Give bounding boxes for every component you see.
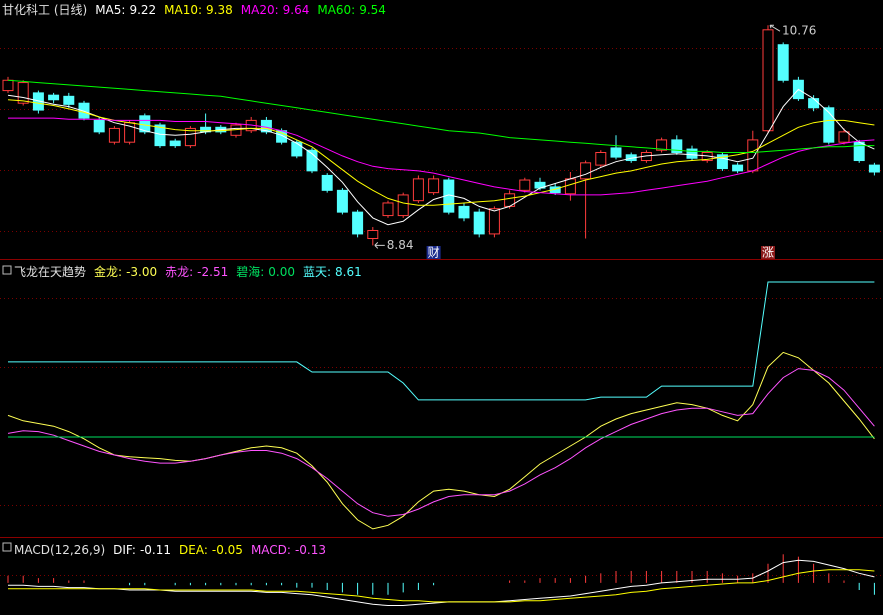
candle-body: [853, 141, 865, 162]
indicator-line: [8, 281, 875, 401]
panel-title: 甘化科工 (日线): [2, 3, 87, 17]
legend-name: 金龙:: [94, 264, 122, 279]
candle-body: [184, 127, 196, 147]
candle-body: [823, 107, 835, 143]
indicator-line: [7, 79, 875, 153]
candle-body: [762, 29, 774, 132]
candle-body: [63, 95, 75, 105]
candle-body: [564, 178, 576, 195]
candle-body: [352, 211, 364, 235]
indicator-line: [7, 99, 875, 206]
legend-name: MA5:: [95, 3, 125, 17]
indicator-line: [8, 117, 875, 196]
event-badge: [426, 246, 441, 259]
panel-icon: [2, 265, 12, 275]
annotation-arrow: [374, 242, 385, 249]
panel-icon: [2, 542, 12, 552]
candle-body: [580, 162, 592, 180]
legend-value: 9.54: [359, 3, 386, 17]
candle-body: [458, 205, 470, 219]
candle-body: [808, 98, 820, 109]
candle-body: [108, 127, 120, 143]
candle-body: [2, 79, 14, 92]
candle-body: [336, 189, 348, 213]
candle-body: [382, 202, 394, 217]
legend-value: 0.00: [268, 265, 295, 279]
legend-value: -0.13: [295, 543, 326, 557]
legend-name: 碧海:: [236, 264, 264, 279]
legend-value: -3.00: [126, 265, 157, 279]
legend-value: -0.11: [140, 543, 171, 557]
candle-body: [397, 194, 409, 217]
panel-header: 飞龙在天趋势 金龙: -3.00 赤龙: -2.51 碧海: 0.00 蓝天: 8.61: [14, 264, 362, 279]
candle-body: [747, 139, 759, 172]
candle-body: [838, 131, 850, 143]
legend-value: 9.22: [129, 3, 156, 17]
legend-name: 赤龙:: [165, 265, 193, 279]
candle-body: [716, 154, 728, 170]
panel-header: MACD(12,26,9) DIF: -0.11 DEA: -0.05 MACD: -0.1…: [14, 543, 326, 557]
candle-body: [154, 124, 166, 147]
legend-name: MA10:: [164, 3, 202, 17]
legend-name: DIF:: [113, 543, 136, 557]
candle-body: [473, 211, 485, 235]
annotation-arrow: [769, 24, 781, 32]
event-badge: [761, 246, 775, 259]
candle-body: [321, 174, 333, 191]
candle-body: [868, 164, 880, 173]
candle-body: [428, 178, 440, 194]
candle-body: [32, 92, 44, 111]
legend-name: 蓝天:: [303, 265, 331, 279]
legend-name: DEA:: [179, 543, 208, 557]
legend-name: MA20:: [241, 3, 279, 17]
indicator-line: [7, 88, 875, 226]
legend-value: 9.64: [283, 3, 310, 17]
indicator-line: [8, 569, 875, 603]
candle-body: [488, 208, 500, 235]
legend-name: MACD:: [251, 543, 291, 557]
legend-value: 8.61: [335, 265, 362, 279]
candle-body: [93, 119, 105, 133]
candle-body: [610, 147, 622, 158]
indicator-line: [7, 368, 875, 517]
candle-body: [48, 94, 60, 101]
legend-value: 9.38: [206, 3, 233, 17]
candle-body: [686, 148, 698, 159]
legend-value: -0.05: [212, 543, 243, 557]
candle-body: [17, 82, 29, 104]
indicator-line: [8, 559, 875, 606]
panel-header: 甘化科工 (日线) MA5: 9.22 MA10: 9.38 MA20: 9.64 MA60:…: [2, 3, 386, 17]
panel-title: 飞龙在天趋势: [14, 265, 86, 279]
candle-body: [732, 164, 744, 172]
candle-body: [519, 179, 531, 191]
candle-body: [291, 141, 303, 157]
candle-body: [78, 102, 90, 119]
event-label: 涨: [762, 245, 774, 260]
candle-body: [367, 229, 379, 240]
candle-body: [306, 149, 318, 172]
candle-body: [549, 186, 561, 194]
annotation-label: 8.84: [387, 238, 414, 252]
panel-title: MACD(12,26,9): [14, 543, 105, 557]
candle-body: [656, 139, 668, 151]
annotation-label: 10.76: [782, 24, 816, 38]
indicator-line: [7, 351, 875, 530]
candle-body: [412, 178, 424, 202]
candle-body: [777, 44, 789, 81]
candle-body: [169, 140, 181, 147]
candle-body: [671, 139, 683, 154]
event-label: 财: [428, 246, 440, 260]
legend-value: -2.51: [197, 265, 228, 279]
candle-body: [595, 152, 607, 166]
legend-name: MA60:: [317, 3, 355, 17]
